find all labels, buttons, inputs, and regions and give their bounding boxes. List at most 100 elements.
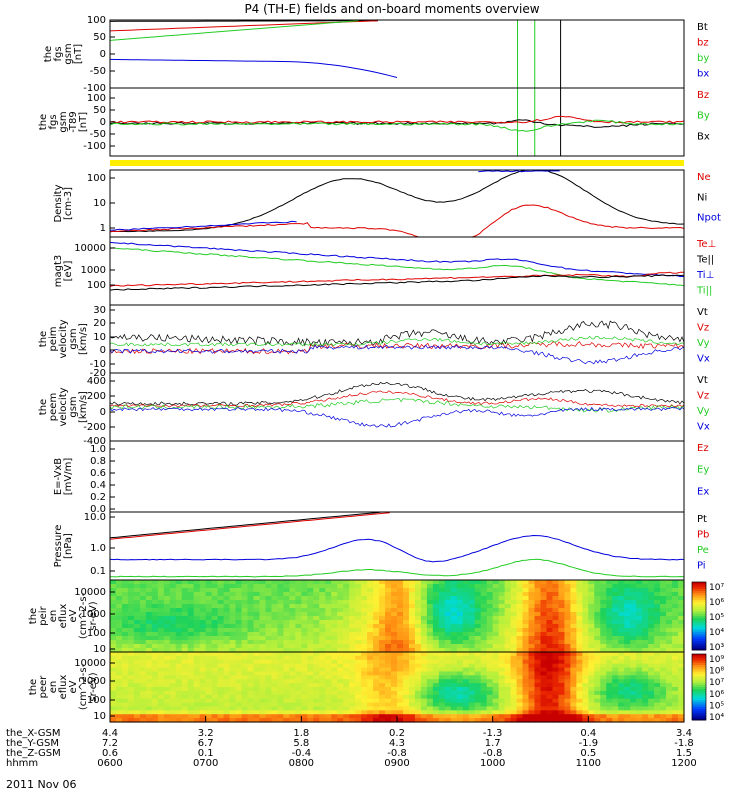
spectrogram-cell-9 bbox=[236, 710, 243, 714]
spectrogram-cell-9 bbox=[421, 652, 428, 656]
spectrogram-cell-9 bbox=[152, 703, 159, 707]
spectrogram-cell-8 bbox=[487, 612, 494, 617]
spectrogram-cell-8 bbox=[672, 616, 679, 621]
spectrogram-cell-8 bbox=[301, 640, 308, 645]
spectrogram-cell-8 bbox=[457, 624, 464, 629]
spectrogram-cell-8 bbox=[582, 580, 589, 585]
spectrogram-cell-9 bbox=[379, 687, 386, 691]
spectrogram-cell-9 bbox=[295, 652, 302, 656]
spectrogram-cell-8 bbox=[433, 612, 440, 617]
spectrogram-cell-9 bbox=[391, 656, 398, 660]
ytick-label-3: 1000 bbox=[81, 265, 106, 276]
spectrogram-cell-9 bbox=[541, 668, 548, 672]
spectrogram-cell-8 bbox=[511, 604, 518, 609]
spectrogram-cell-8 bbox=[230, 644, 237, 649]
spectrogram-cell-8 bbox=[271, 588, 278, 593]
spectrogram-cell-9 bbox=[624, 691, 631, 695]
spectrogram-cell-8 bbox=[570, 600, 577, 605]
spectrogram-cell-9 bbox=[259, 687, 266, 691]
spectrogram-cell-8 bbox=[134, 608, 141, 613]
spectrogram-cell-9 bbox=[666, 695, 673, 699]
spectrogram-cell-8 bbox=[582, 596, 589, 601]
spectrogram-cell-8 bbox=[140, 588, 147, 593]
spectrogram-cell-8 bbox=[176, 620, 183, 625]
spectrogram-cell-9 bbox=[188, 695, 195, 699]
spectrogram-cell-9 bbox=[248, 714, 255, 718]
spectrogram-cell-9 bbox=[403, 695, 410, 699]
spectrogram-cell-9 bbox=[289, 652, 296, 656]
spectrogram-cell-9 bbox=[499, 652, 506, 656]
spectrogram-cell-8 bbox=[457, 584, 464, 589]
spectrogram-cell-8 bbox=[176, 636, 183, 641]
spectrogram-cell-9 bbox=[594, 675, 601, 679]
spectrogram-cell-8 bbox=[594, 600, 601, 605]
spectrogram-cell-8 bbox=[511, 608, 518, 613]
spectrogram-cell-9 bbox=[218, 710, 225, 714]
spectrogram-cell-8 bbox=[642, 592, 649, 597]
spectrogram-cell-9 bbox=[397, 714, 404, 718]
spectrogram-cell-9 bbox=[283, 699, 290, 703]
spectrogram-cell-8 bbox=[277, 588, 284, 593]
spectrogram-cell-8 bbox=[349, 632, 356, 637]
spectrogram-cell-9 bbox=[600, 656, 607, 660]
spectrogram-cell-9 bbox=[612, 652, 619, 656]
spectrogram-cell-9 bbox=[259, 691, 266, 695]
spectrogram-cell-9 bbox=[529, 706, 536, 710]
spectrogram-cell-8 bbox=[612, 584, 619, 589]
spectrogram-cell-8 bbox=[218, 580, 225, 585]
spectrogram-cell-9 bbox=[224, 664, 231, 668]
spectrogram-cell-8 bbox=[588, 636, 595, 641]
spectrogram-cell-8 bbox=[600, 632, 607, 637]
spectrogram-cell-9 bbox=[110, 703, 117, 707]
spectrogram-cell-9 bbox=[194, 671, 201, 675]
spectrogram-cell-9 bbox=[146, 652, 153, 656]
spectrogram-cell-8 bbox=[361, 612, 368, 617]
spectrogram-cell-8 bbox=[439, 580, 446, 585]
spectrogram-cell-8 bbox=[182, 592, 189, 597]
spectrogram-cell-8 bbox=[343, 592, 350, 597]
spectrogram-cell-8 bbox=[421, 640, 428, 645]
spectrogram-cell-8 bbox=[271, 612, 278, 617]
spectrogram-cell-8 bbox=[128, 588, 135, 593]
spectrogram-cell-8 bbox=[606, 596, 613, 601]
spectrogram-cell-9 bbox=[367, 664, 374, 668]
spectrogram-cell-8 bbox=[469, 604, 476, 609]
spectrogram-cell-9 bbox=[523, 664, 530, 668]
spectrogram-cell-8 bbox=[277, 624, 284, 629]
spectrogram-cell-9 bbox=[499, 671, 506, 675]
spectrogram-cell-8 bbox=[331, 604, 338, 609]
spectrogram-cell-8 bbox=[624, 596, 631, 601]
spectrogram-cell-9 bbox=[457, 703, 464, 707]
spectrogram-cell-8 bbox=[152, 612, 159, 617]
spectrogram-cell-8 bbox=[325, 632, 332, 637]
spectrogram-cell-8 bbox=[230, 580, 237, 585]
spectrogram-cell-8 bbox=[271, 644, 278, 649]
spectrogram-cell-8 bbox=[128, 636, 135, 641]
spectrogram-cell-8 bbox=[301, 580, 308, 585]
spectrogram-cell-8 bbox=[546, 588, 553, 593]
spectrogram-cell-8 bbox=[122, 628, 129, 633]
spectrogram-cell-8 bbox=[367, 584, 374, 589]
spectrogram-cell-8 bbox=[612, 580, 619, 585]
spectrogram-cell-9 bbox=[289, 710, 296, 714]
spectrogram-cell-9 bbox=[612, 683, 619, 687]
colorbar-label-9: 10⁷ bbox=[709, 678, 724, 688]
spectrogram-cell-8 bbox=[427, 628, 434, 633]
spectrogram-cell-8 bbox=[523, 636, 530, 641]
spectrogram-cell-8 bbox=[367, 616, 374, 621]
spectrogram-cell-9 bbox=[182, 671, 189, 675]
spectrogram-cell-8 bbox=[469, 616, 476, 621]
legend-entry-6: Ez bbox=[697, 443, 709, 454]
spectrogram-cell-8 bbox=[188, 600, 195, 605]
legend-entry-1: By bbox=[697, 111, 710, 122]
spectrogram-cell-9 bbox=[648, 671, 655, 675]
spectrogram-cell-9 bbox=[546, 671, 553, 675]
spectrogram-cell-8 bbox=[236, 584, 243, 589]
spectrogram-cell-8 bbox=[618, 640, 625, 645]
ylabel-1: [nT] bbox=[78, 112, 89, 132]
spectrogram-cell-9 bbox=[421, 656, 428, 660]
spectrogram-cell-8 bbox=[403, 636, 410, 641]
spectrogram-cell-9 bbox=[481, 691, 488, 695]
spectrogram-cell-8 bbox=[140, 592, 147, 597]
spectrogram-cell-8 bbox=[331, 580, 338, 585]
